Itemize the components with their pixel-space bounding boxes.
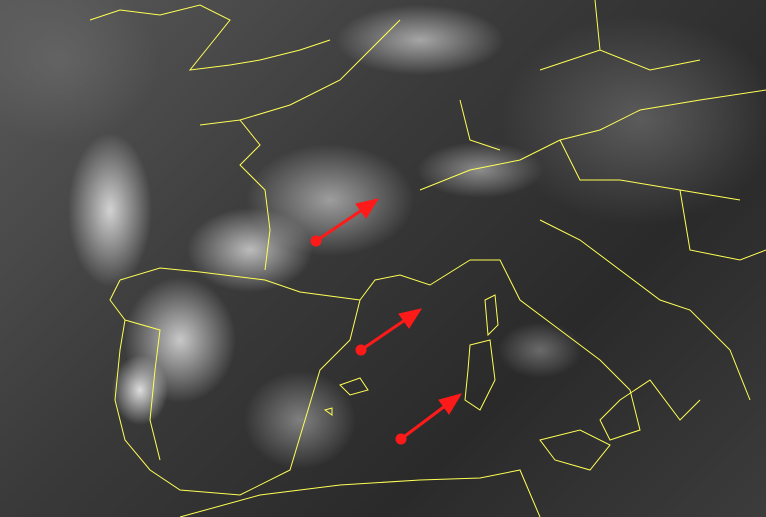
border-spain-france — [119, 267, 361, 301]
balearic-islands — [323, 377, 369, 416]
sicily — [539, 429, 611, 471]
sardinia — [464, 339, 496, 411]
arrow-balearic-sea — [395, 393, 463, 445]
coastline-adriatic — [539, 219, 751, 401]
coastline-north-africa — [179, 469, 541, 517]
borders-central-europe — [419, 0, 766, 261]
arrow-gulf-of-lion — [355, 308, 423, 356]
coastline-italy — [470, 259, 701, 441]
border-portugal — [124, 319, 161, 461]
coastline-britain — [89, 4, 331, 71]
arrow-france — [310, 198, 380, 247]
corsica — [484, 294, 499, 337]
coastline-iberia — [109, 279, 361, 496]
coastline-channel — [239, 19, 401, 121]
coastline-med-france — [359, 259, 471, 301]
